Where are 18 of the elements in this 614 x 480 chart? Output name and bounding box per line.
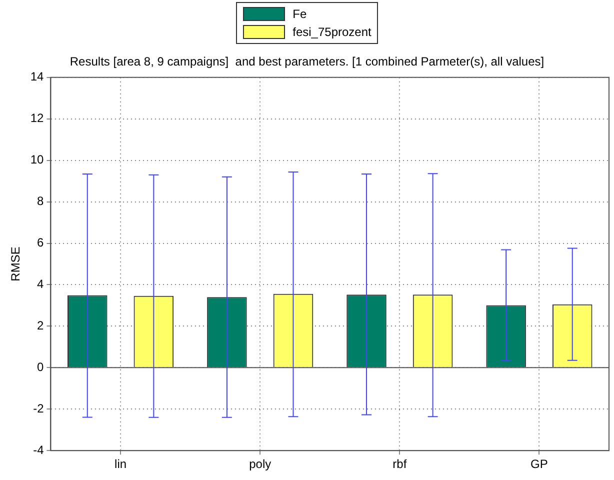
y-axis-title: RMSE <box>8 246 23 282</box>
y-tick-label: 6 <box>37 236 44 250</box>
y-tick-label: -4 <box>33 442 44 457</box>
x-tick-label: lin <box>114 457 127 472</box>
y-tick-label: 8 <box>37 194 44 208</box>
chart-title: Results [area 8, 9 campaigns] and best parameters. [1 combined Parmeter(s), all values] <box>70 54 544 69</box>
y-tick-label: -2 <box>33 401 44 416</box>
x-tick-label: GP <box>530 457 548 472</box>
y-tick-label: 2 <box>37 318 44 333</box>
y-tick-label: 14 <box>30 70 44 84</box>
x-tick-label: poly <box>249 457 272 472</box>
x-tick-label: rbf <box>392 457 408 472</box>
legend-label: fesi_75prozent <box>292 24 372 41</box>
y-tick-label: 0 <box>37 360 44 374</box>
legend-label: Fe <box>292 6 307 23</box>
y-tick-label: 12 <box>30 111 44 126</box>
y-tick-label: 10 <box>30 152 44 167</box>
y-tick-label: 4 <box>37 277 44 292</box>
